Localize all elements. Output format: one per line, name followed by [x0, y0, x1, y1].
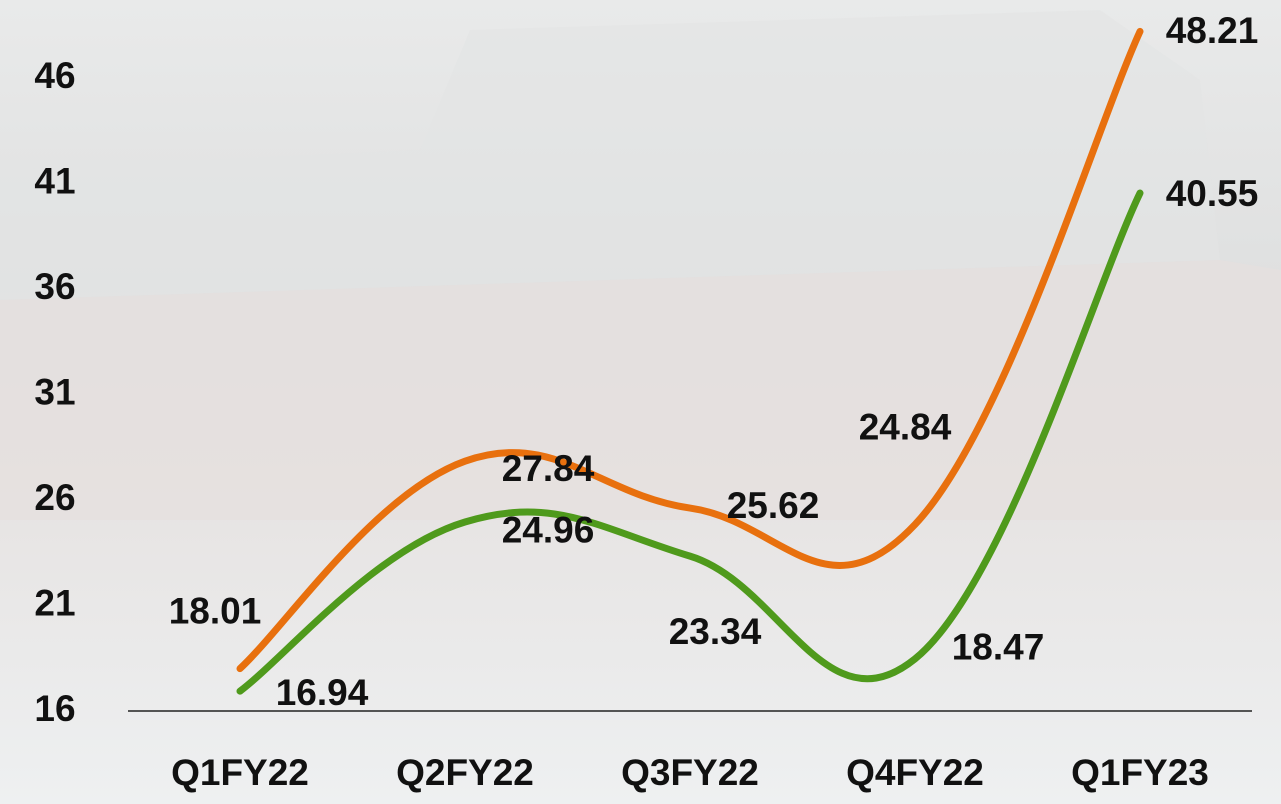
- data-label: 27.84: [502, 448, 595, 489]
- series-line: [236, 27, 1144, 673]
- data-label: 24.84: [859, 406, 952, 447]
- x-tick-label: Q1FY22: [171, 752, 309, 793]
- series-line: [236, 189, 1144, 695]
- x-tick-label: Q2FY22: [396, 752, 534, 793]
- y-tick-label: 26: [34, 477, 75, 518]
- x-tick-label: Q3FY22: [621, 752, 759, 793]
- y-tick-label: 46: [34, 55, 75, 96]
- data-label: 25.62: [727, 485, 820, 526]
- data-label: 18.47: [952, 627, 1045, 668]
- y-tick-label: 31: [34, 371, 75, 412]
- x-tick-label: Q1FY23: [1071, 752, 1209, 793]
- data-label: 48.21: [1166, 10, 1259, 51]
- y-tick-label: 16: [34, 688, 75, 729]
- data-label: 40.55: [1166, 173, 1259, 214]
- data-label: 24.96: [502, 510, 595, 551]
- data-label: 23.34: [669, 611, 762, 652]
- y-tick-label: 21: [34, 582, 75, 623]
- hull-backdrop: [0, 260, 1281, 520]
- data-label: 18.01: [169, 590, 262, 631]
- data-label: 16.94: [276, 672, 369, 713]
- y-tick-label: 41: [34, 160, 75, 201]
- ship-backdrop: [0, 10, 1220, 300]
- x-tick-label: Q4FY22: [846, 752, 984, 793]
- y-tick-label: 36: [34, 266, 75, 307]
